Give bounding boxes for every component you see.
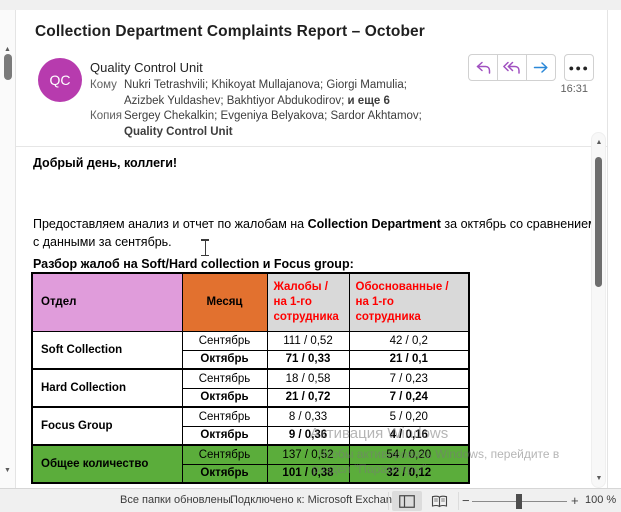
to-recipients-line2[interactable]: Azizbek Yuldashev; Bakhtiyor Abdukodirov… <box>124 94 348 107</box>
zoom-level[interactable]: 100 % <box>585 494 617 506</box>
justified-cell: 21 / 0,1 <box>348 349 470 370</box>
table-row: Октябрь 9 / 0,36 4 / 0,16 <box>32 425 470 446</box>
complaints-cell: 18 / 0,58 <box>266 368 350 389</box>
complaints-cell: 21 / 0,72 <box>266 387 350 408</box>
complaints-cell: 9 / 0,36 <box>266 425 350 446</box>
cc-recipients-line2[interactable]: Quality Control Unit <box>124 125 233 138</box>
sender-avatar[interactable]: QC <box>38 58 82 102</box>
reply-all-button[interactable] <box>497 54 527 81</box>
message-subject: Collection Department Complaints Report … <box>35 23 425 40</box>
month-cell: Октябрь <box>181 349 268 370</box>
statusbar-separator <box>388 492 389 510</box>
complaints-table: Отдел Месяц Жалобы / на 1-го сотрудника … <box>31 272 470 484</box>
justified-cell: 7 / 0,23 <box>348 368 470 389</box>
complaints-cell: 111 / 0,52 <box>266 330 350 351</box>
justified-column-header: Обоснованные / на 1-го сотрудника <box>348 272 470 332</box>
dept-column-header: Отдел <box>31 272 183 332</box>
zoom-in-button[interactable]: + <box>571 493 579 508</box>
to-recipients-line1[interactable]: Nukri Tetrashvili; Khikoyat Mullajanova;… <box>124 79 407 91</box>
table-row: Focus Group Сентябрь 8 / 0,33 5 / 0,20 <box>31 406 470 446</box>
message-list-scrollbar[interactable]: ▲ ▼ <box>0 10 15 488</box>
more-actions-button[interactable]: ●●● <box>564 54 594 81</box>
complaints-column-header: Жалобы / на 1-го сотрудника <box>266 272 350 332</box>
justified-cell: 5 / 0,20 <box>348 406 470 427</box>
table-row-total: Общее количество Сентябрь 137 / 0,52 54 … <box>31 444 470 484</box>
section-name: Hard Collection <box>31 368 183 408</box>
section-name: Focus Group <box>31 406 183 446</box>
reply-icon <box>476 61 490 74</box>
reading-pane-scrollbar[interactable]: ▲ ▼ <box>591 132 606 488</box>
paragraph-bold-text: Collection Department <box>307 217 441 231</box>
text-cursor <box>200 239 210 256</box>
complaints-cell: 8 / 0,33 <box>266 406 350 427</box>
to-row: Кому Nukri Tetrashvili; Khikoyat Mullajan… <box>90 78 407 109</box>
table-row: Hard Collection Сентябрь 18 / 0,58 7 / 0… <box>31 368 470 408</box>
email-reading-pane: Collection Department Complaints Report … <box>16 10 607 488</box>
zoom-slider-thumb[interactable] <box>516 493 522 509</box>
complaints-cell: 71 / 0,33 <box>266 349 350 370</box>
complaints-cell: 137 / 0,52 <box>266 444 350 465</box>
reading-view-button[interactable] <box>424 491 454 511</box>
zoom-slider[interactable] <box>472 493 567 509</box>
section-name: Soft Collection <box>31 330 183 370</box>
message-time: 16:31 <box>560 83 588 95</box>
avatar-initials: QC <box>49 72 71 88</box>
connection-status: Подключено к: Microsoft Exchange <box>230 494 405 506</box>
paragraph-text: Предоставляем анализ и отчет по жалобам … <box>33 217 308 231</box>
greeting-text: Добрый день, коллеги! <box>33 156 178 170</box>
table-header-row: Отдел Месяц Жалобы / на 1-го сотрудника … <box>31 272 470 332</box>
paragraph-text-2: за октябрь со сравнением с данными за се… <box>33 217 597 249</box>
book-icon <box>431 495 447 507</box>
cc-recipients-line1[interactable]: Sergey Chekalkin; Evgeniya Belyakova; Sa… <box>124 110 422 122</box>
pane-divider <box>15 10 16 488</box>
scroll-down-icon[interactable]: ▼ <box>4 467 11 474</box>
complaints-cell: 101 / 0,38 <box>266 463 350 484</box>
intro-paragraph: Предоставляем анализ и отчет по жалобам … <box>33 215 599 251</box>
justified-cell: 4 / 0,16 <box>348 425 470 446</box>
sender-name[interactable]: Quality Control Unit <box>90 60 203 75</box>
forward-button[interactable] <box>526 54 556 81</box>
table-row: Октябрь 21 / 0,72 7 / 0,24 <box>32 387 470 408</box>
justified-cell: 32 / 0,12 <box>348 463 470 484</box>
layout-view-icon <box>399 494 415 508</box>
table-row: Soft Collection Сентябрь 111 / 0,52 42 /… <box>31 330 470 370</box>
window-right-divider <box>607 10 608 488</box>
section-name: Общее количество <box>31 444 183 484</box>
header-divider <box>16 146 607 147</box>
cc-row: Копия Sergey Chekalkin; Evgeniya Belyakov… <box>90 109 422 140</box>
cc-label: Копия <box>90 110 122 122</box>
forward-icon <box>533 62 548 73</box>
to-more-recipients[interactable]: и еще 6 <box>347 94 390 107</box>
status-bar: Все папки обновлены. Подключено к: Micro… <box>0 488 621 512</box>
month-column-header: Месяц <box>181 272 268 332</box>
reply-button[interactable] <box>468 54 498 81</box>
to-label: Кому <box>90 79 117 91</box>
month-cell: Октябрь <box>181 463 268 484</box>
scrollbar-thumb[interactable] <box>4 54 12 80</box>
justified-cell: 54 / 0,20 <box>348 444 470 465</box>
month-cell: Октябрь <box>181 387 268 408</box>
ellipsis-icon: ●●● <box>568 62 590 73</box>
scrollbar-thumb[interactable] <box>595 157 602 287</box>
month-cell: Сентябрь <box>181 368 268 389</box>
folders-status: Все папки обновлены. <box>120 494 234 506</box>
month-cell: Сентябрь <box>181 406 268 427</box>
month-cell: Сентябрь <box>181 330 268 351</box>
window-top-edge <box>0 0 621 10</box>
scroll-up-icon[interactable]: ▲ <box>595 139 603 146</box>
justified-cell: 7 / 0,24 <box>348 387 470 408</box>
scroll-up-icon[interactable]: ▲ <box>4 46 11 53</box>
scroll-down-icon[interactable]: ▼ <box>595 475 603 482</box>
message-actions: ●●● <box>468 54 594 81</box>
reply-all-icon <box>503 61 520 74</box>
statusbar-separator <box>458 492 459 510</box>
justified-cell: 42 / 0,2 <box>348 330 470 351</box>
reading-pane-view-button[interactable] <box>392 491 422 511</box>
month-cell: Сентябрь <box>181 444 268 465</box>
month-cell: Октябрь <box>181 425 268 446</box>
table-intro: Разбор жалоб на Soft/Hard collection и F… <box>33 257 354 271</box>
zoom-out-button[interactable]: − <box>462 493 470 508</box>
